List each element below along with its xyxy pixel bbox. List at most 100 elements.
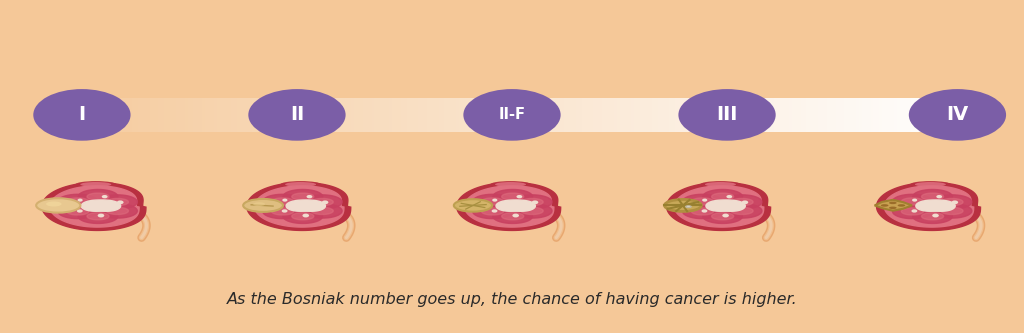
Bar [252,98,255,132]
Bar [561,98,564,132]
Bar [471,98,474,132]
Circle shape [253,202,265,206]
Ellipse shape [516,195,522,198]
Bar [416,98,418,132]
Ellipse shape [741,200,749,204]
Bar [815,98,818,132]
Bar [124,98,126,132]
Bar [290,98,293,132]
Bar [701,98,705,132]
Bar [238,98,241,132]
Bar [220,98,222,132]
Polygon shape [457,182,561,230]
Circle shape [665,199,701,211]
Bar [687,98,689,132]
Bar [591,98,593,132]
Polygon shape [912,189,952,204]
Ellipse shape [493,198,498,202]
Polygon shape [81,200,121,211]
Bar [908,98,911,132]
Ellipse shape [914,182,946,187]
Ellipse shape [463,89,561,141]
Bar [100,98,103,132]
Polygon shape [78,189,118,204]
Ellipse shape [283,198,288,202]
Bar [112,98,115,132]
Bar [375,98,377,132]
Bar [225,98,228,132]
Bar [258,98,260,132]
Bar [864,98,867,132]
Bar [664,98,667,132]
Bar [392,98,395,132]
Polygon shape [283,189,323,204]
Bar [541,98,544,132]
Bar [410,98,413,132]
Bar [418,98,421,132]
Polygon shape [731,207,753,214]
Bar [859,98,862,132]
Bar [156,98,159,132]
Bar [532,98,535,132]
Polygon shape [271,208,294,215]
Bar [672,98,675,132]
Bar [880,98,883,132]
Bar [231,98,234,132]
Bar [222,98,225,132]
Bar [818,98,821,132]
Bar [634,98,637,132]
Bar [121,98,124,132]
Ellipse shape [282,209,288,213]
Ellipse shape [97,213,104,217]
Bar [708,98,710,132]
Bar [613,98,616,132]
Bar [719,98,722,132]
Bar [891,98,894,132]
Polygon shape [932,204,972,218]
Bar [241,98,243,132]
Bar [602,98,605,132]
Polygon shape [67,198,89,205]
Bar [605,98,608,132]
Bar [631,98,634,132]
Bar [739,98,742,132]
Text: II: II [290,105,304,125]
Polygon shape [874,200,912,211]
Bar [313,98,316,132]
Bar [550,98,553,132]
Bar [307,98,310,132]
Bar [103,98,105,132]
Bar [555,98,558,132]
Polygon shape [932,98,998,132]
Bar [798,98,801,132]
Bar [629,98,631,132]
Bar [836,98,839,132]
Polygon shape [42,182,146,230]
Bar [670,98,672,132]
Bar [366,98,369,132]
Ellipse shape [117,200,124,204]
Polygon shape [87,213,109,220]
Bar [263,98,266,132]
Bar [182,98,184,132]
Bar [243,98,246,132]
Circle shape [36,198,81,213]
Bar [888,98,891,132]
Polygon shape [97,195,137,209]
Bar [582,98,585,132]
Text: I: I [79,105,85,125]
Ellipse shape [701,209,708,213]
Bar [850,98,853,132]
Bar [503,98,506,132]
Bar [403,98,407,132]
Bar [599,98,602,132]
Bar [377,98,380,132]
Bar [885,98,888,132]
Bar [821,98,824,132]
Bar [678,98,681,132]
Bar [826,98,829,132]
Bar [337,98,339,132]
Bar [579,98,582,132]
Bar [194,98,197,132]
Bar [150,98,153,132]
